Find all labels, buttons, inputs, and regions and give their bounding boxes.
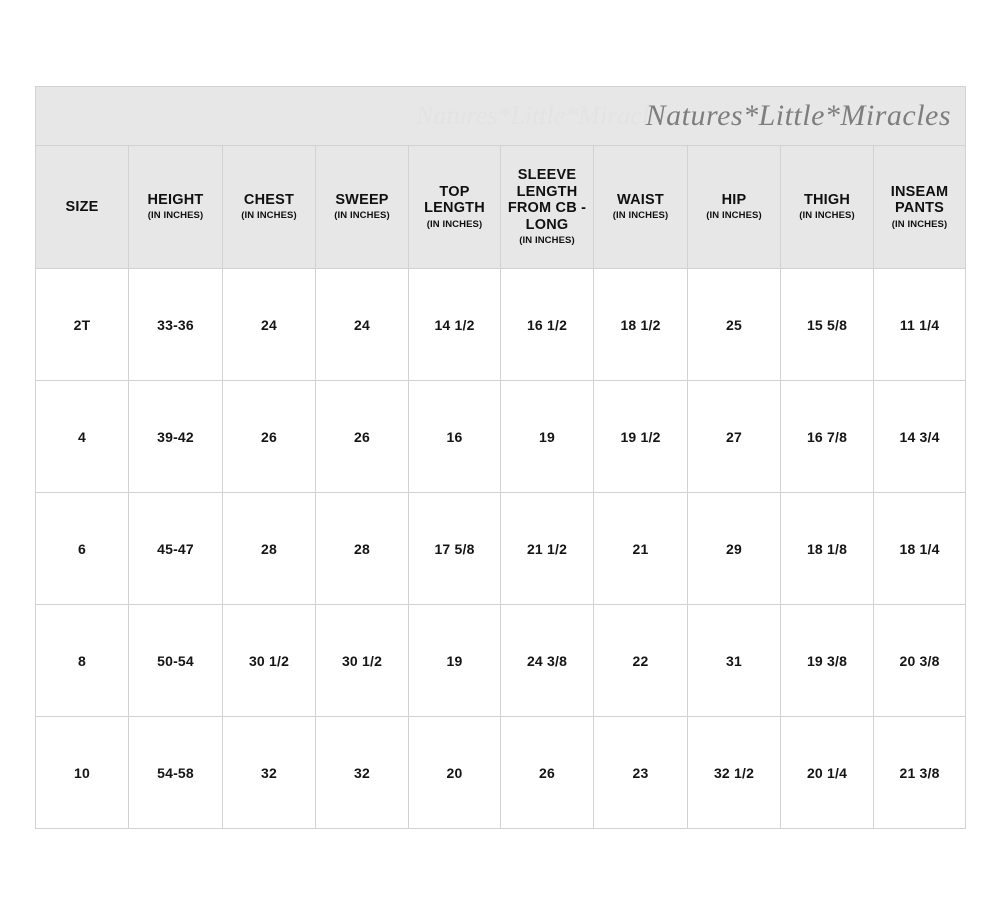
cell-sleeve-length: 26 (500, 716, 594, 829)
cell-sleeve-length: 19 (500, 380, 594, 493)
cell-thigh: 19 3/8 (780, 604, 874, 717)
cell-size: 8 (35, 604, 129, 717)
column-header-height-unit: (IN INCHES) (147, 210, 204, 222)
cell-sleeve-length: 21 1/2 (500, 492, 594, 605)
column-header-top-length-label: TOP LENGTH (424, 183, 485, 217)
column-header-waist-unit: (IN INCHES) (612, 210, 669, 222)
cell-top-length: 20 (408, 716, 501, 829)
column-header-size-label: SIZE (65, 198, 99, 215)
column-header-sweep-label: SWEEP (335, 191, 389, 208)
column-header-inseam-pants-unit: (IN INCHES) (891, 218, 948, 230)
cell-waist: 21 (593, 492, 688, 605)
cell-thigh: 20 1/4 (780, 716, 874, 829)
cell-hip: 32 1/2 (687, 716, 781, 829)
cell-inseam-pants: 14 3/4 (872, 380, 967, 493)
column-header-sweep: SWEEP (IN INCHES) (315, 145, 409, 269)
cell-top-length: 16 (408, 380, 501, 493)
cell-thigh: 15 5/8 (780, 268, 874, 381)
column-header-chest-unit: (IN INCHES) (241, 210, 297, 222)
cell-sweep: 26 (315, 380, 409, 493)
cell-sleeve-length: 24 3/8 (500, 604, 594, 717)
column-header-sleeve-length-label: SLEEVE LENGTH FROM CB - LONG (507, 167, 587, 233)
cell-thigh: 18 1/8 (780, 492, 874, 605)
cell-hip: 29 (687, 492, 781, 605)
brand-band: Natures*Little*Miracles Natures*Little*M… (36, 87, 965, 145)
cell-sweep: 28 (315, 492, 409, 605)
column-header-hip: HIP (IN INCHES) (687, 145, 781, 269)
column-header-waist: WAIST (IN INCHES) (593, 145, 688, 269)
column-header-chest-label: CHEST (243, 191, 295, 208)
column-header-size: SIZE (35, 145, 129, 269)
cell-sleeve-length: 16 1/2 (500, 268, 594, 381)
cell-waist: 19 1/2 (593, 380, 688, 493)
cell-inseam-pants: 21 3/8 (872, 716, 967, 829)
cell-chest: 32 (222, 716, 316, 829)
size-chart-table: Natures*Little*Miracles Natures*Little*M… (34, 86, 967, 829)
cell-size: 6 (35, 492, 129, 605)
table-row: 2T 33-36 24 24 14 1/2 16 1/2 18 1/2 25 1… (35, 268, 967, 381)
cell-top-length: 19 (408, 604, 501, 717)
column-header-inseam-pants: INSEAM PANTS (IN INCHES) (872, 145, 967, 269)
cell-sweep: 30 1/2 (315, 604, 409, 717)
cell-inseam-pants: 18 1/4 (872, 492, 967, 605)
cell-top-length: 14 1/2 (408, 268, 501, 381)
column-header-top-length: TOP LENGTH (IN INCHES) (408, 145, 501, 269)
cell-size: 10 (35, 716, 129, 829)
cell-size: 2T (35, 268, 129, 381)
column-header-top-length-unit: (IN INCHES) (426, 218, 483, 230)
column-header-thigh: THIGH (IN INCHES) (780, 145, 874, 269)
cell-hip: 25 (687, 268, 781, 381)
column-header-sleeve-length: SLEEVE LENGTH FROM CB - LONG (IN INCHES) (500, 145, 594, 269)
cell-height: 33-36 (128, 268, 223, 381)
column-header-hip-label: HIP (721, 191, 747, 208)
table-row: 10 54-58 32 32 20 26 23 32 1/2 20 1/4 21… (35, 716, 967, 829)
column-header-hip-unit: (IN INCHES) (706, 210, 762, 222)
column-header-chest: CHEST (IN INCHES) (222, 145, 316, 269)
cell-chest: 30 1/2 (222, 604, 316, 717)
column-header-height-label: HEIGHT (147, 191, 204, 208)
table-row: 8 50-54 30 1/2 30 1/2 19 24 3/8 22 31 19… (35, 604, 967, 717)
table-row: 6 45-47 28 28 17 5/8 21 1/2 21 29 18 1/8… (35, 492, 967, 605)
cell-height: 54-58 (128, 716, 223, 829)
cell-size: 4 (35, 380, 129, 493)
brand-header-cell: Natures*Little*Miracles Natures*Little*M… (34, 86, 967, 146)
cell-waist: 22 (593, 604, 688, 717)
table-row: 4 39-42 26 26 16 19 19 1/2 27 16 7/8 14 … (35, 380, 967, 493)
cell-top-length: 17 5/8 (408, 492, 501, 605)
cell-inseam-pants: 20 3/8 (872, 604, 967, 717)
cell-waist: 23 (593, 716, 688, 829)
size-chart-container: Natures*Little*Miracles Natures*Little*M… (34, 86, 967, 829)
cell-inseam-pants: 11 1/4 (872, 268, 967, 381)
column-header-thigh-unit: (IN INCHES) (799, 210, 855, 222)
cell-height: 50-54 (128, 604, 223, 717)
column-header-inseam-pants-label: INSEAM PANTS (890, 183, 949, 217)
cell-chest: 28 (222, 492, 316, 605)
cell-sweep: 32 (315, 716, 409, 829)
column-header-sleeve-length-unit: (IN INCHES) (519, 235, 575, 247)
cell-chest: 26 (222, 380, 316, 493)
column-header-height: HEIGHT (IN INCHES) (128, 145, 223, 269)
cell-waist: 18 1/2 (593, 268, 688, 381)
cell-hip: 31 (687, 604, 781, 717)
cell-hip: 27 (687, 380, 781, 493)
column-header-waist-label: WAIST (617, 191, 664, 208)
column-header-row: SIZE HEIGHT (IN INCHES) CHEST (IN INCHES… (35, 145, 967, 269)
column-header-sweep-unit: (IN INCHES) (334, 210, 390, 222)
column-header-thigh-label: THIGH (803, 191, 851, 208)
cell-sweep: 24 (315, 268, 409, 381)
cell-height: 39-42 (128, 380, 223, 493)
brand-name: Natures*Little*Miracles (645, 99, 952, 132)
cell-thigh: 16 7/8 (780, 380, 874, 493)
brand-header-row: Natures*Little*Miracles Natures*Little*M… (34, 86, 967, 146)
cell-chest: 24 (222, 268, 316, 381)
brand-watermark: Natures*Little*Miracles (416, 101, 671, 130)
cell-height: 45-47 (128, 492, 223, 605)
